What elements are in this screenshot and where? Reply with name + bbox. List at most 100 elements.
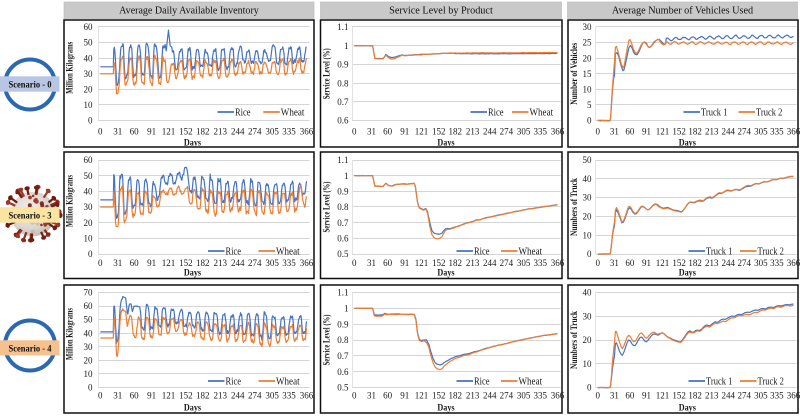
svg-text:10: 10 [583,359,593,369]
svg-text:366: 366 [300,391,314,401]
svg-text:70: 70 [84,288,94,298]
svg-text:213: 213 [705,258,719,268]
svg-text:0.6: 0.6 [337,233,349,243]
svg-text:244: 244 [483,126,497,136]
svg-text:0.8: 0.8 [337,202,349,212]
svg-text:152: 152 [672,258,686,268]
svg-text:335: 335 [534,391,548,401]
svg-text:20: 20 [583,335,593,345]
svg-text:274: 274 [500,391,514,401]
svg-text:Wheat: Wheat [276,246,300,257]
svg-text:91: 91 [400,258,409,268]
svg-text:60: 60 [130,391,140,401]
svg-text:Rice: Rice [474,246,490,257]
svg-text:31: 31 [113,126,122,136]
svg-text:31: 31 [610,258,619,268]
svg-text:0.7: 0.7 [337,218,349,228]
svg-text:Days: Days [184,403,201,414]
svg-text:91: 91 [400,391,409,401]
svg-text:0.9: 0.9 [337,186,349,196]
svg-text:Rice: Rice [226,376,242,387]
svg-text:152: 152 [432,126,446,136]
svg-text:182: 182 [196,126,210,136]
svg-text:366: 366 [787,126,800,136]
svg-text:0: 0 [98,126,103,136]
svg-text:274: 274 [248,258,262,268]
svg-text:40: 40 [583,288,593,298]
svg-text:60: 60 [130,126,140,136]
svg-text:152: 152 [179,258,193,268]
svg-text:Million Kilograms: Million Kilograms [65,308,75,360]
svg-text:213: 213 [705,126,719,136]
svg-text:0.8: 0.8 [337,78,349,88]
svg-text:0: 0 [596,391,601,401]
svg-text:0: 0 [587,116,592,126]
svg-text:244: 244 [722,126,736,136]
svg-text:274: 274 [738,258,752,268]
svg-text:91: 91 [642,126,651,136]
svg-text:121: 121 [656,258,670,268]
svg-text:30: 30 [583,311,593,321]
svg-text:244: 244 [231,391,245,401]
svg-text:Numbers of Truck: Numbers of Truck [569,178,579,236]
svg-text:0: 0 [587,249,592,259]
svg-text:0: 0 [596,126,601,136]
svg-text:Wheat: Wheat [530,107,554,118]
svg-text:0.9: 0.9 [337,60,349,70]
svg-text:182: 182 [449,258,463,268]
svg-text:Truck 2: Truck 2 [758,376,784,387]
svg-text:213: 213 [214,126,228,136]
svg-text:91: 91 [147,258,156,268]
svg-text:31: 31 [113,258,122,268]
svg-text:1.1: 1.1 [337,288,348,298]
svg-text:60: 60 [625,258,635,268]
svg-text:30: 30 [84,202,94,212]
svg-text:213: 213 [705,391,719,401]
svg-text:Days: Days [679,138,696,149]
svg-text:213: 213 [214,258,228,268]
svg-text:30: 30 [84,69,94,79]
svg-text:274: 274 [738,391,752,401]
svg-text:20: 20 [84,218,94,228]
svg-text:305: 305 [754,258,768,268]
svg-text:Wheat: Wheat [276,376,300,387]
svg-text:335: 335 [770,126,784,136]
svg-text:10: 10 [583,85,593,95]
svg-text:366: 366 [787,391,800,401]
svg-text:60: 60 [625,391,635,401]
svg-text:244: 244 [722,391,736,401]
svg-text:244: 244 [483,258,497,268]
svg-text:10: 10 [84,100,94,110]
svg-text:0.8: 0.8 [337,335,349,345]
svg-text:0: 0 [596,258,601,268]
svg-text:Days: Days [184,138,201,149]
svg-text:15: 15 [583,69,593,79]
svg-text:40: 40 [583,174,593,184]
svg-text:91: 91 [642,391,651,401]
svg-text:335: 335 [282,258,296,268]
svg-text:50: 50 [84,171,94,181]
svg-text:244: 244 [231,126,245,136]
svg-text:305: 305 [265,391,279,401]
svg-text:152: 152 [672,391,686,401]
svg-text:40: 40 [84,186,94,196]
svg-text:Days: Days [679,267,696,278]
svg-text:Rice: Rice [226,246,242,257]
svg-text:50: 50 [84,315,94,325]
svg-text:60: 60 [383,391,393,401]
svg-text:0: 0 [352,391,357,401]
svg-text:121: 121 [415,126,429,136]
svg-text:31: 31 [610,391,619,401]
svg-text:5: 5 [587,100,592,110]
svg-text:0: 0 [352,258,357,268]
svg-text:Number of Vehicles: Number of Vehicles [569,42,579,104]
svg-text:Days: Days [437,267,454,278]
svg-text:Service Level (%): Service Level (%) [322,315,332,366]
svg-text:182: 182 [688,391,702,401]
svg-text:60: 60 [130,258,140,268]
svg-text:1: 1 [344,171,349,181]
svg-text:Days: Days [679,403,696,414]
svg-text:60: 60 [625,126,635,136]
svg-text:152: 152 [672,126,686,136]
svg-text:305: 305 [517,391,531,401]
